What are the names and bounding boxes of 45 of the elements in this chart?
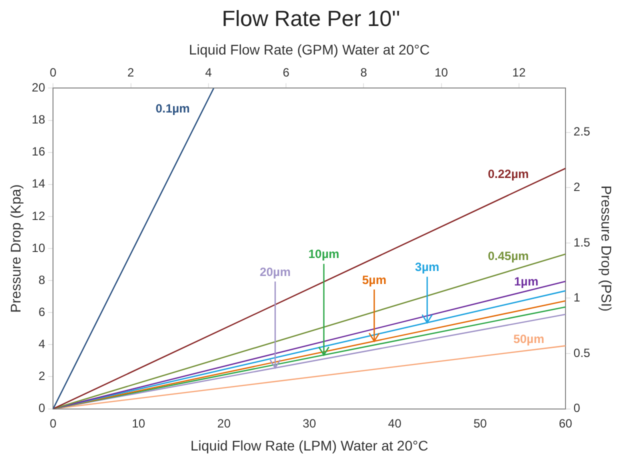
x2-tick-label: 10 <box>434 65 448 80</box>
y-tick-label: 0 <box>38 401 46 416</box>
x2-tick-label: 4 <box>205 65 212 80</box>
y-tick-label: 12 <box>32 208 46 223</box>
y-tick-label: 18 <box>32 112 46 127</box>
series-label: 1µm <box>514 274 538 288</box>
x-tick-label: 10 <box>132 416 146 430</box>
text: 3µm <box>415 260 440 274</box>
y2-tick-label: 0 <box>574 401 581 416</box>
x-tick-label: 30 <box>302 416 316 430</box>
series-label: 0.22µm <box>488 167 529 182</box>
x2-tick-label: 0 <box>50 65 57 80</box>
y-tick-label: 16 <box>32 144 46 159</box>
y2-tick-label: 0.5 <box>574 346 591 360</box>
y2-axis-title: Pressure Drop (PSI) <box>598 185 615 312</box>
x2-tick-label: 2 <box>127 65 134 80</box>
y-axis-title: Pressure Drop (Kpa) <box>7 184 24 313</box>
x2-tick-label: 12 <box>512 65 526 80</box>
series-label: 0.45µm <box>488 248 529 263</box>
y-tick-label: 2 <box>38 369 46 384</box>
x-tick-label: 20 <box>217 416 231 430</box>
text: 10µm <box>308 247 340 262</box>
y-tick-label: 4 <box>38 336 46 351</box>
x2-axis-title: Liquid Flow Rate (GPM) Water at 20°C <box>188 41 430 58</box>
x2-tick-label: 6 <box>282 65 290 80</box>
y-tick-label: 6 <box>38 304 46 319</box>
y-tick-label: 20 <box>32 80 46 95</box>
x-tick-label: 60 <box>558 416 573 430</box>
x-tick-label: 50 <box>473 416 488 430</box>
y2-tick-label: 1 <box>574 290 581 305</box>
x-axis-title: Liquid Flow Rate (LPM) Water at 20°C <box>190 437 428 454</box>
text: 5µm <box>362 272 386 287</box>
chart-title: Flow Rate Per 10'' <box>220 6 402 32</box>
x-tick-label: 0 <box>50 416 57 430</box>
y2-tick-label: 2 <box>574 180 581 194</box>
series-label: 50µm <box>513 332 544 346</box>
series-label: 0.1µm <box>156 101 190 116</box>
text: 20µm <box>260 264 291 279</box>
y2-tick-label: 2.5 <box>574 124 591 139</box>
y-tick-label: 10 <box>32 240 46 255</box>
y-tick-label: 14 <box>32 176 46 191</box>
y-tick-label: 8 <box>38 272 46 287</box>
y2-tick-label: 1.5 <box>574 235 591 250</box>
x2-tick-label: 8 <box>360 65 368 80</box>
x-tick-label: 40 <box>388 416 402 430</box>
